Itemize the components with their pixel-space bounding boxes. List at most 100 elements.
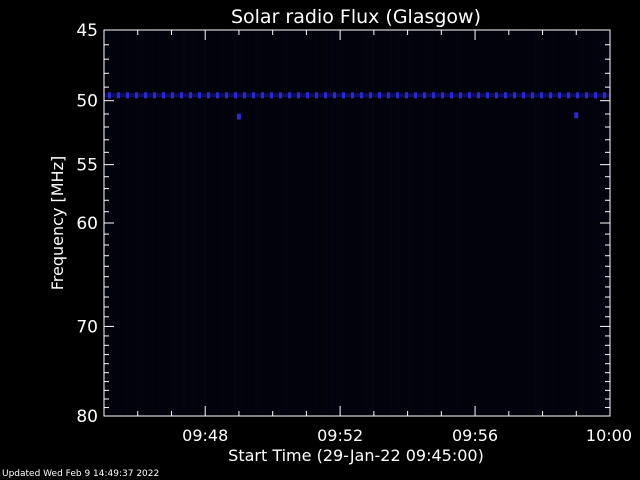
noise-stripe bbox=[354, 31, 356, 415]
noise-stripe bbox=[324, 31, 326, 415]
emission-dot bbox=[189, 92, 192, 99]
x-tick-label: 09:48 bbox=[182, 426, 228, 445]
emission-dot bbox=[576, 92, 579, 99]
noise-stripe bbox=[597, 31, 599, 415]
noise-stripe bbox=[456, 31, 458, 415]
noise-stripe bbox=[303, 31, 305, 415]
emission-dot bbox=[306, 92, 309, 99]
noise-stripe bbox=[126, 31, 128, 415]
y-tick-label: 55 bbox=[76, 156, 98, 176]
noise-stripe bbox=[282, 31, 284, 415]
emission-dot bbox=[414, 92, 417, 99]
emission-dot bbox=[450, 92, 453, 99]
noise-stripe bbox=[546, 31, 548, 415]
noise-stripe bbox=[171, 31, 173, 415]
noise-stripe bbox=[450, 31, 452, 415]
emission-dot bbox=[495, 92, 498, 99]
x-tick-label: 10:00 bbox=[586, 426, 632, 445]
noise-stripe bbox=[243, 31, 245, 415]
noise-stripe bbox=[462, 31, 464, 415]
noise-stripe bbox=[429, 31, 431, 415]
noise-stripe bbox=[519, 31, 521, 415]
emission-dot bbox=[333, 92, 336, 99]
noise-stripe bbox=[426, 31, 428, 415]
noise-stripe bbox=[513, 31, 515, 415]
noise-stripe bbox=[576, 31, 578, 415]
noise-stripe bbox=[579, 31, 581, 415]
noise-stripe bbox=[219, 31, 221, 415]
emission-dot bbox=[486, 92, 489, 99]
noise-stripe bbox=[552, 31, 554, 415]
noise-stripe bbox=[375, 31, 377, 415]
noise-stripe bbox=[591, 31, 593, 415]
noise-stripe bbox=[297, 31, 299, 415]
noise-stripe bbox=[363, 31, 365, 415]
noise-stripe bbox=[333, 31, 335, 415]
noise-stripe bbox=[441, 31, 443, 415]
noise-stripe bbox=[378, 31, 380, 415]
noise-stripe bbox=[195, 31, 197, 415]
noise-stripe bbox=[141, 31, 143, 415]
noise-stripe bbox=[492, 31, 494, 415]
noise-stripe bbox=[582, 31, 584, 415]
emission-dot bbox=[261, 92, 264, 99]
emission-dot bbox=[504, 92, 507, 99]
noise-stripe bbox=[360, 31, 362, 415]
noise-stripe bbox=[528, 31, 530, 415]
noise-stripe bbox=[351, 31, 353, 415]
emission-dot bbox=[459, 92, 462, 99]
emission-dot bbox=[225, 92, 228, 99]
noise-stripe bbox=[120, 31, 122, 415]
noise-stripe bbox=[237, 31, 239, 415]
emission-dot bbox=[144, 92, 147, 99]
emission-dot bbox=[594, 92, 597, 99]
noise-stripe bbox=[504, 31, 506, 415]
emission-dot bbox=[387, 92, 390, 99]
x-tick-label: 09:52 bbox=[317, 426, 363, 445]
emission-dot bbox=[135, 92, 138, 99]
emission-dot bbox=[243, 92, 246, 99]
noise-stripe bbox=[399, 31, 401, 415]
noise-stripe bbox=[300, 31, 302, 415]
noise-stripe bbox=[468, 31, 470, 415]
y-tick-label: 50 bbox=[76, 92, 98, 112]
noise-stripe bbox=[585, 31, 587, 415]
emission-dot bbox=[603, 92, 606, 99]
noise-stripe bbox=[501, 31, 503, 415]
emission-dot bbox=[378, 92, 381, 99]
noise-stripe bbox=[273, 31, 275, 415]
noise-stripe bbox=[543, 31, 545, 415]
noise-stripe bbox=[327, 31, 329, 415]
emission-dot bbox=[108, 92, 111, 99]
emission-dot bbox=[432, 92, 435, 99]
spectrogram-features bbox=[104, 92, 610, 120]
noise-stripe bbox=[573, 31, 575, 415]
noise-stripe bbox=[414, 31, 416, 415]
noise-stripe bbox=[132, 31, 134, 415]
noise-stripe bbox=[267, 31, 269, 415]
noise-stripe bbox=[165, 31, 167, 415]
noise-stripe bbox=[525, 31, 527, 415]
noise-stripe bbox=[159, 31, 161, 415]
noise-stripe bbox=[471, 31, 473, 415]
noise-stripe bbox=[402, 31, 404, 415]
emission-dot bbox=[153, 92, 156, 99]
noise-stripe bbox=[210, 31, 212, 415]
noise-stripe bbox=[459, 31, 461, 415]
noise-stripe bbox=[423, 31, 425, 415]
emission-dot bbox=[351, 92, 354, 99]
update-timestamp: Updated Wed Feb 9 14:49:37 2022 bbox=[2, 469, 160, 479]
noise-stripe bbox=[162, 31, 164, 415]
emission-dot bbox=[522, 92, 525, 99]
noise-stripe bbox=[564, 31, 566, 415]
noise-stripe bbox=[129, 31, 131, 415]
noise-stripe bbox=[336, 31, 338, 415]
noise-stripe bbox=[465, 31, 467, 415]
noise-stripe bbox=[189, 31, 191, 415]
spectrogram-noise bbox=[105, 31, 611, 415]
noise-stripe bbox=[321, 31, 323, 415]
noise-stripe bbox=[318, 31, 320, 415]
emission-dot bbox=[117, 92, 120, 99]
noise-stripe bbox=[420, 31, 422, 415]
